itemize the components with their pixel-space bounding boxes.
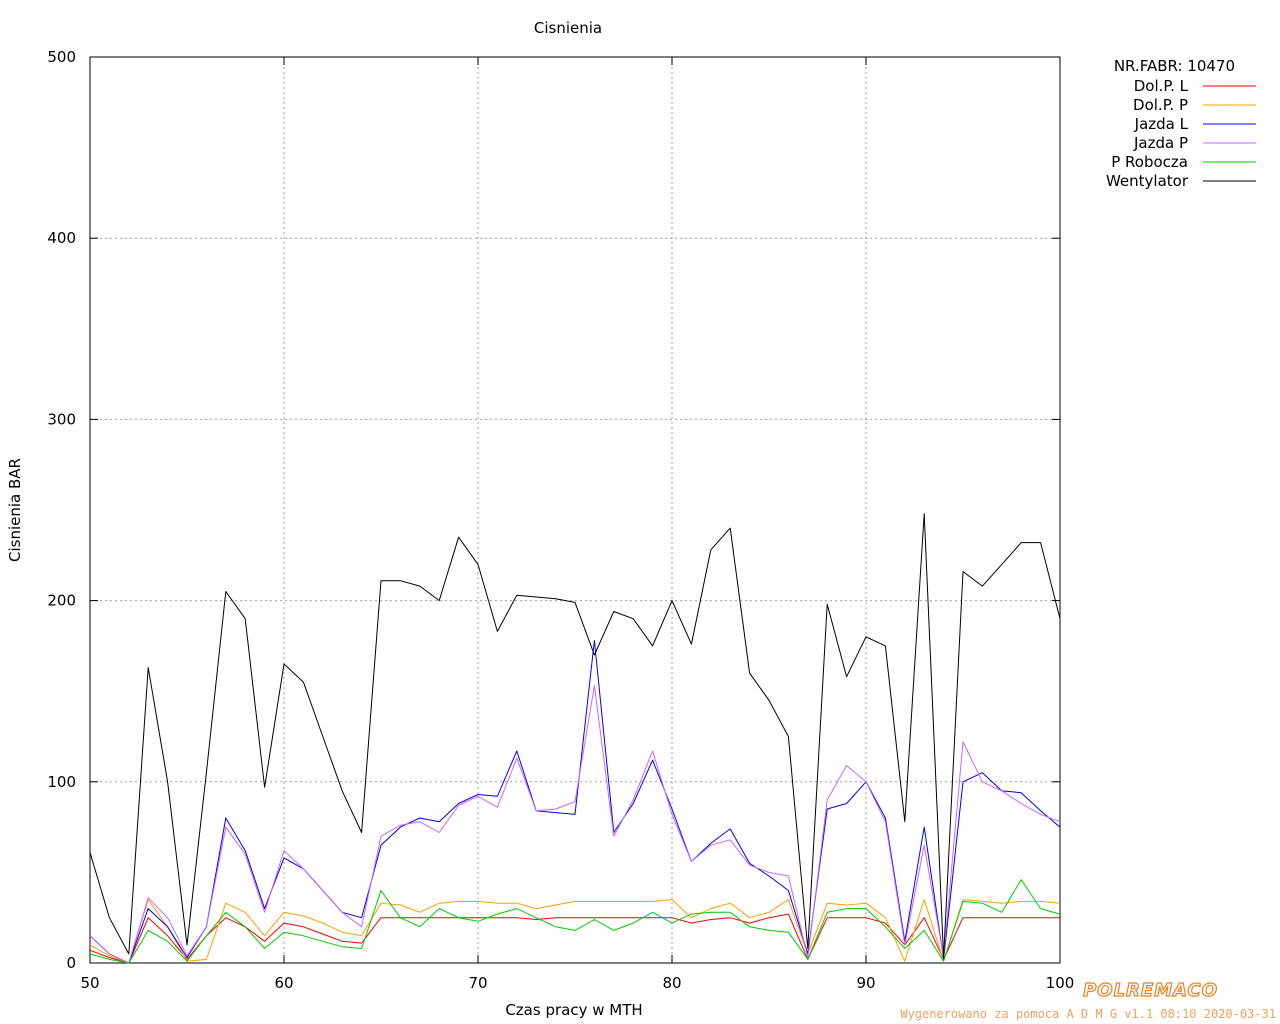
- plot-frame: [89, 56, 1061, 964]
- legend-label: Wentylator: [1106, 172, 1189, 190]
- x-tick-label: 90: [856, 974, 875, 992]
- y-tick-label: 0: [66, 954, 76, 972]
- series-line-jazda-p: [89, 685, 1061, 964]
- y-axis-label: Cisnienia BAR: [6, 458, 24, 562]
- series-line-wentylator: [89, 513, 1061, 959]
- legend-label: Jazda P: [1133, 134, 1188, 152]
- series-line-dol-p-l: [89, 913, 1060, 964]
- legend-label: Jazda L: [1134, 115, 1189, 133]
- series-line-p-robocza: [89, 879, 1061, 964]
- y-tick-label: 400: [47, 229, 76, 247]
- grid: [90, 57, 1060, 963]
- brand-logo: POLREMACO: [1083, 980, 1218, 1001]
- legend-label: Dol.P. P: [1133, 96, 1188, 114]
- y-tick-label: 300: [47, 410, 76, 428]
- x-axis-label: Czas pracy w MTH: [505, 1001, 642, 1019]
- series-line-jazda-l: [89, 640, 1061, 964]
- x-tick-label: 70: [468, 974, 487, 992]
- y-tick-label: 500: [47, 48, 76, 66]
- series-line-dol-p-p: [89, 899, 1061, 964]
- y-tick-label: 100: [47, 773, 76, 791]
- legend-header: NR.FABR: 10470: [1114, 57, 1235, 75]
- y-tick-label: 200: [47, 592, 76, 610]
- x-tick-label: 100: [1046, 974, 1075, 992]
- chart-title: Cisnienia: [534, 19, 602, 37]
- series-group: [89, 513, 1061, 964]
- axis-ticks: 50 60 70 80 90 100 0 100 200 300 400 500: [47, 48, 1074, 992]
- generated-footer: Wygenerowano za pomoca A D M G v1.1 08:1…: [900, 1007, 1276, 1021]
- x-tick-label: 80: [662, 974, 681, 992]
- legend-label: Dol.P. L: [1134, 77, 1189, 95]
- x-tick-label: 50: [80, 974, 99, 992]
- x-tick-label: 60: [274, 974, 293, 992]
- legend-label: P Robocza: [1111, 153, 1188, 171]
